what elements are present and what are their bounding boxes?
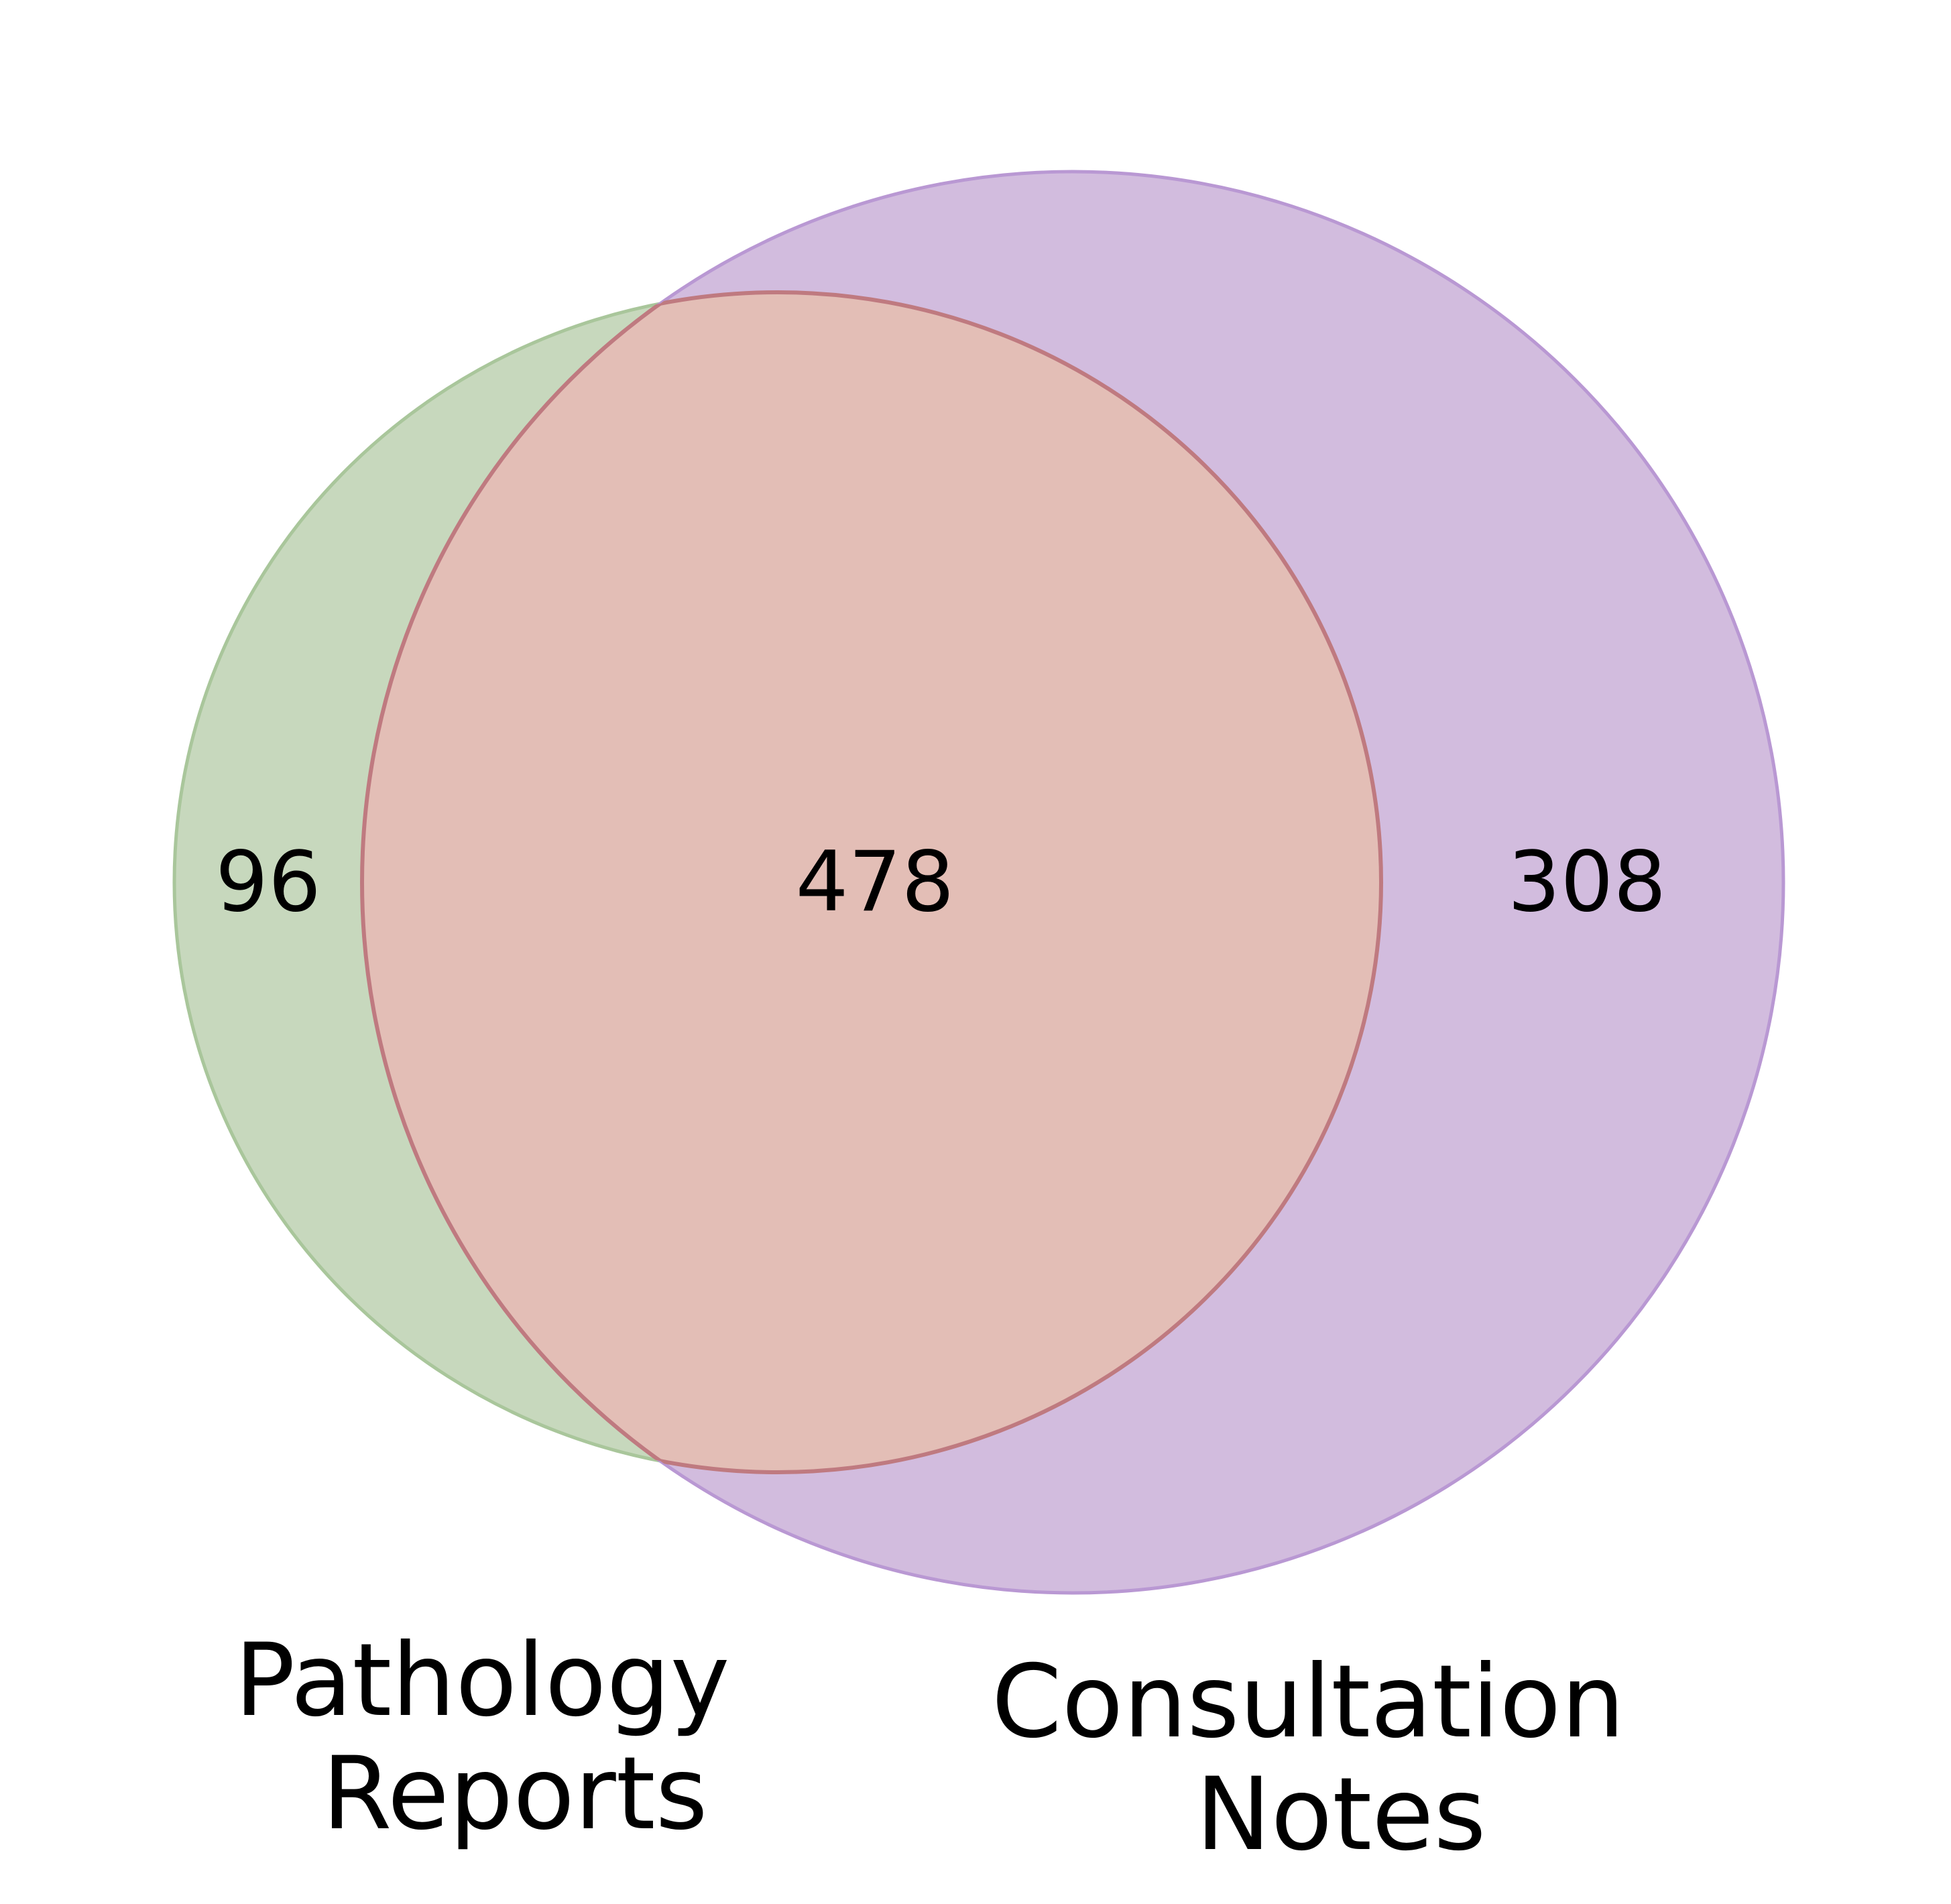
intersection-region xyxy=(362,292,1381,1472)
set-a-label-line-2: Reports xyxy=(322,1736,707,1852)
set-a-label: Pathology Reports xyxy=(235,1622,762,1852)
set-a-label-line-1: Pathology xyxy=(235,1622,730,1739)
intersection-count: 478 xyxy=(796,834,955,931)
set-b-label: Consultation Notes xyxy=(992,1644,1657,1873)
intersection-outline-right xyxy=(360,292,1381,1472)
set-b-only-count: 308 xyxy=(1508,834,1667,931)
set-b-label-line-2: Notes xyxy=(1195,1757,1486,1873)
set-a-only-count: 96 xyxy=(215,834,321,931)
intersection-outline-left xyxy=(362,290,1383,1474)
set-b-label-line-1: Consultation xyxy=(992,1644,1625,1761)
